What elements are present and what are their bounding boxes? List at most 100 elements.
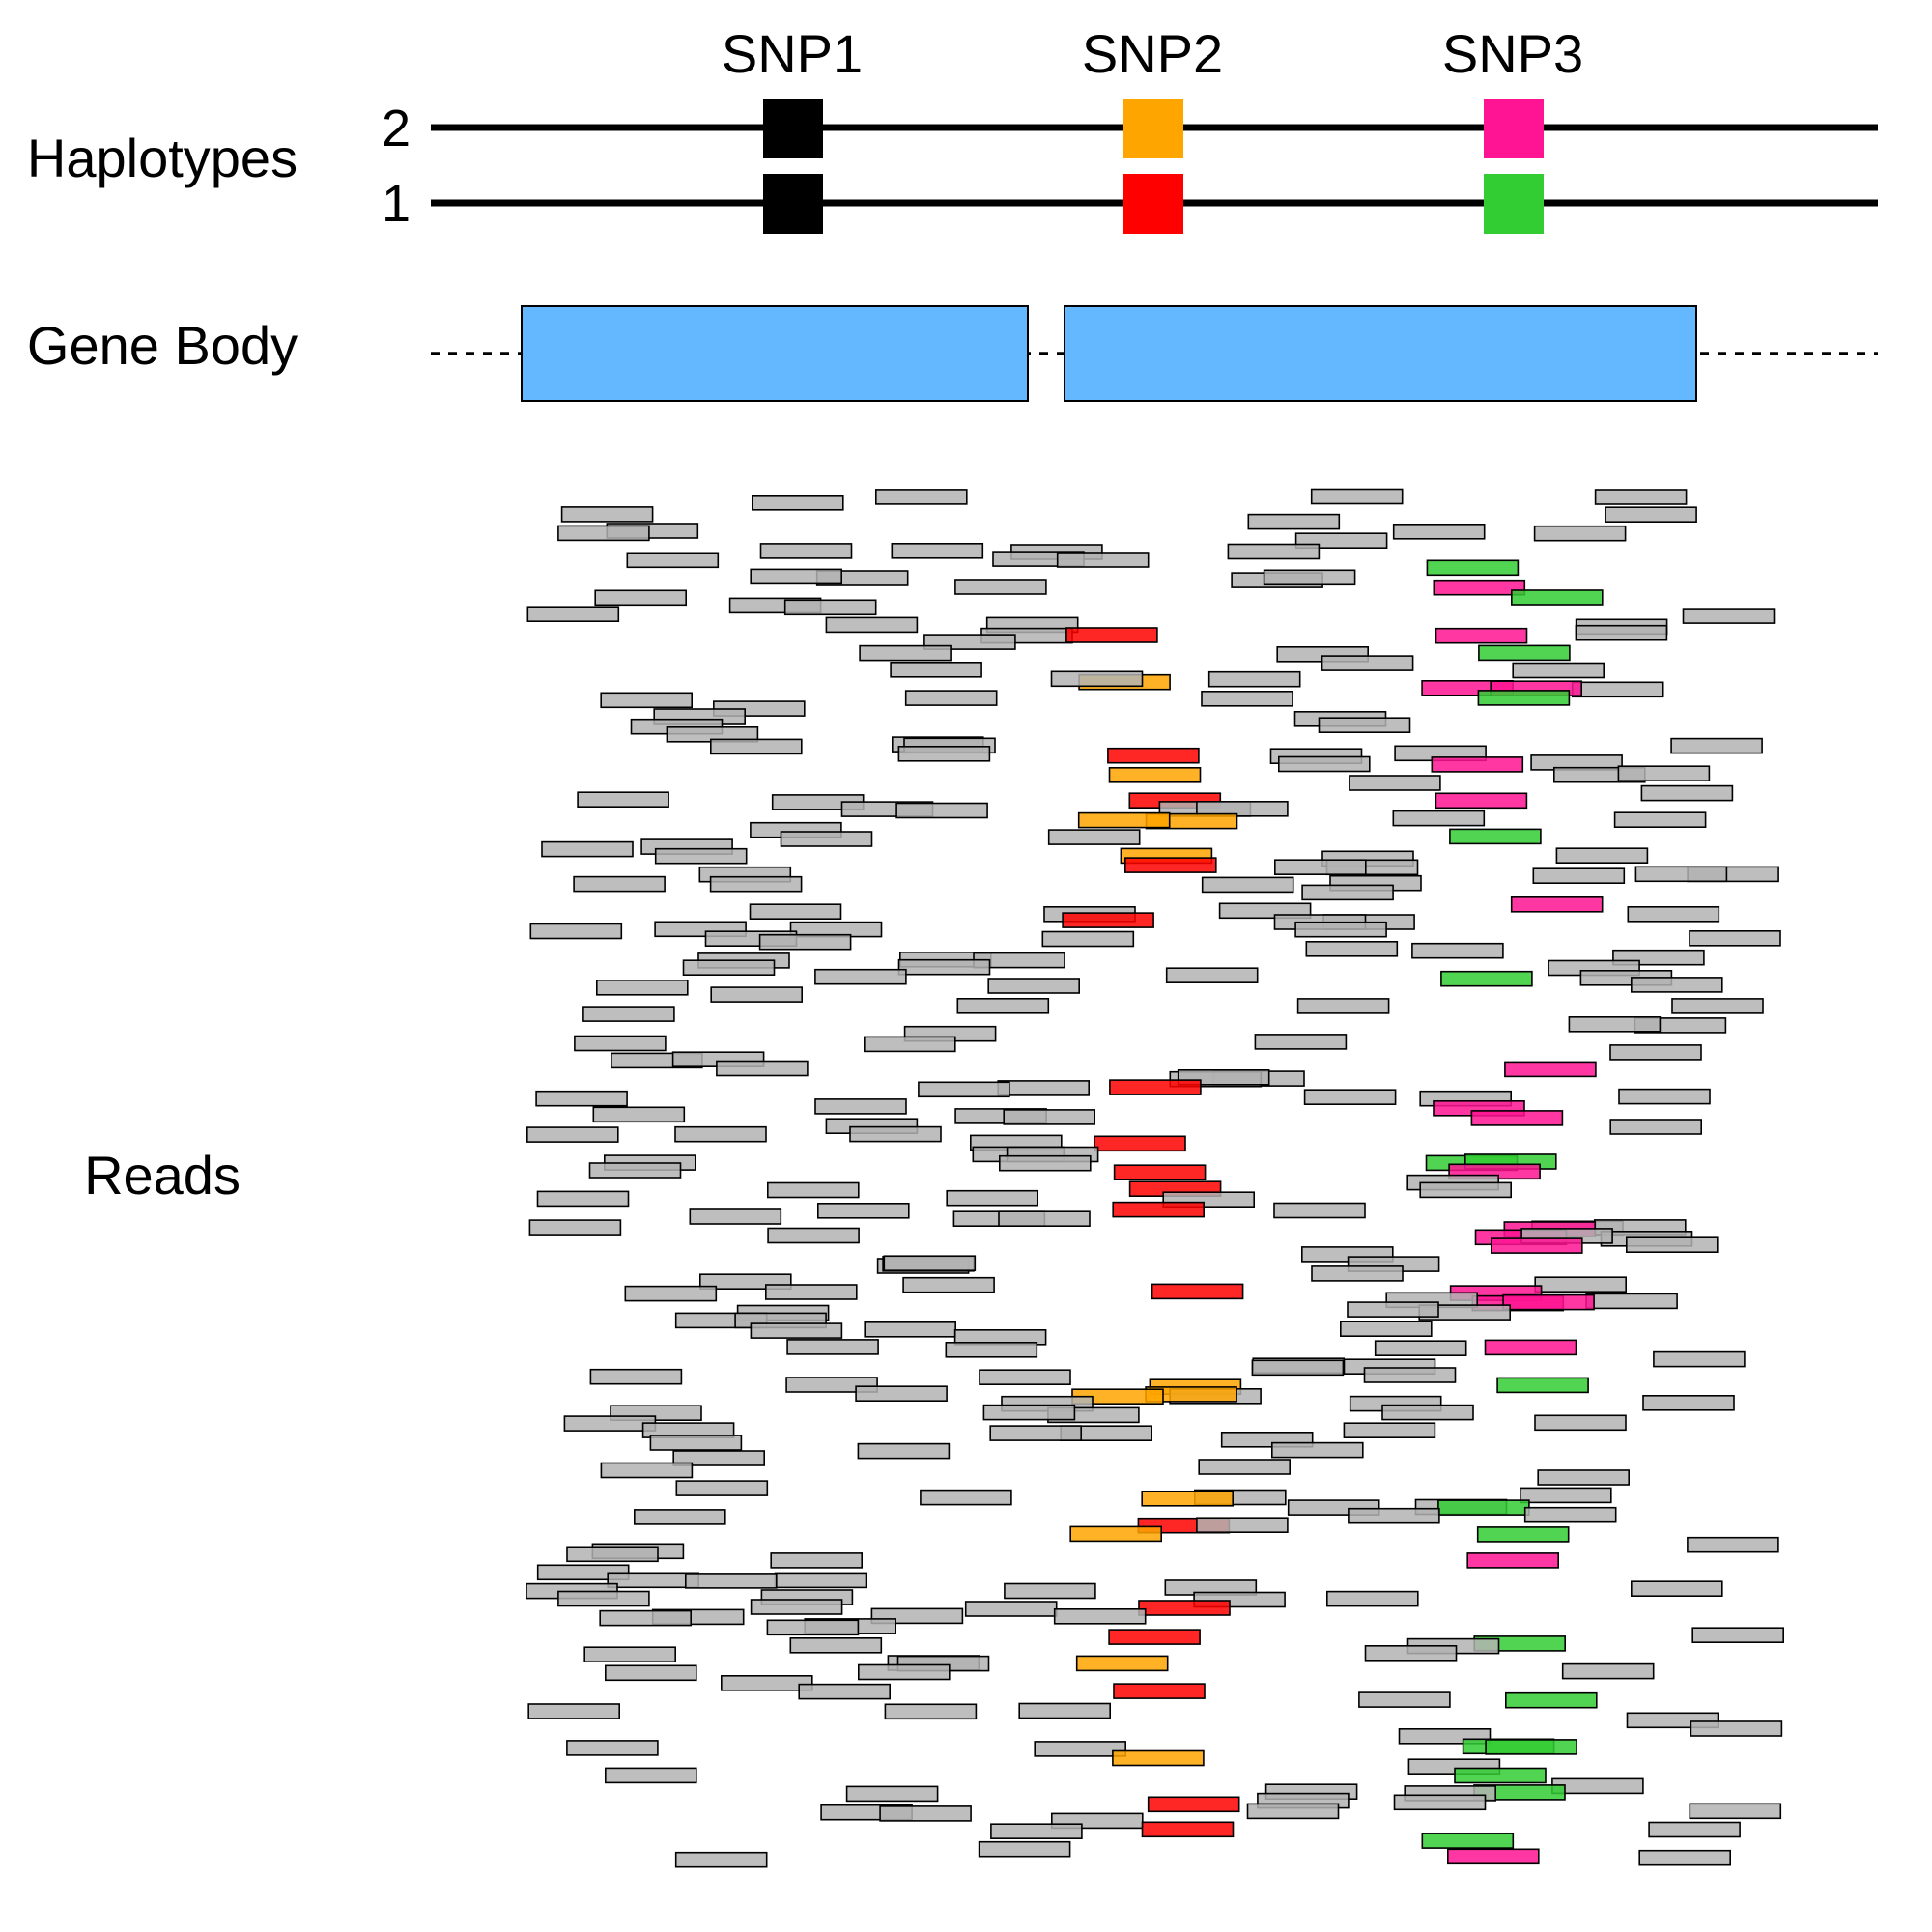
read bbox=[1201, 690, 1293, 707]
snp2-label: SNP2 bbox=[1082, 23, 1223, 84]
read bbox=[1271, 1441, 1364, 1459]
read bbox=[1112, 1201, 1205, 1218]
read bbox=[1511, 589, 1604, 606]
read bbox=[999, 1154, 1092, 1172]
read bbox=[654, 847, 748, 865]
read bbox=[674, 1125, 767, 1143]
read bbox=[1196, 1517, 1289, 1533]
read bbox=[783, 599, 877, 616]
read bbox=[766, 1619, 860, 1636]
read bbox=[1478, 644, 1571, 662]
read bbox=[1294, 921, 1387, 938]
read bbox=[945, 1342, 1038, 1358]
read bbox=[998, 1210, 1091, 1227]
read bbox=[751, 494, 844, 511]
snp3-hap1-allele bbox=[1484, 174, 1544, 234]
read bbox=[1504, 1061, 1597, 1078]
read bbox=[599, 1609, 693, 1627]
read bbox=[1147, 1796, 1240, 1813]
read bbox=[1435, 627, 1528, 644]
read bbox=[1575, 624, 1668, 641]
snp1-hap2-allele bbox=[763, 99, 823, 158]
read bbox=[798, 1683, 892, 1700]
snp3-label: SNP3 bbox=[1442, 23, 1583, 84]
read bbox=[1634, 866, 1728, 883]
read bbox=[1648, 1821, 1741, 1838]
read bbox=[863, 1036, 956, 1053]
read bbox=[1532, 867, 1626, 885]
read bbox=[1056, 552, 1150, 568]
read bbox=[780, 831, 873, 847]
read bbox=[1631, 977, 1723, 993]
read bbox=[997, 1080, 1090, 1096]
read bbox=[1411, 942, 1504, 959]
read bbox=[1440, 970, 1533, 987]
read bbox=[595, 979, 689, 996]
read bbox=[600, 1462, 694, 1479]
read bbox=[1485, 1739, 1577, 1755]
read bbox=[1075, 1655, 1169, 1672]
read bbox=[750, 1322, 843, 1339]
read bbox=[633, 1509, 726, 1525]
read bbox=[1670, 737, 1763, 754]
read bbox=[1208, 670, 1301, 688]
read bbox=[710, 986, 804, 1003]
read bbox=[1094, 1135, 1186, 1152]
read bbox=[582, 1006, 675, 1022]
read bbox=[1263, 569, 1356, 586]
read bbox=[1392, 810, 1486, 827]
read bbox=[1520, 1487, 1612, 1504]
read bbox=[720, 1675, 813, 1691]
read bbox=[849, 1125, 942, 1143]
read bbox=[982, 1404, 1076, 1421]
read bbox=[709, 738, 803, 755]
read bbox=[1534, 1276, 1627, 1293]
haplotypes-label: Haplotypes bbox=[27, 128, 298, 188]
read bbox=[1609, 1044, 1702, 1061]
read bbox=[1321, 655, 1414, 671]
read bbox=[956, 998, 1050, 1014]
read bbox=[904, 690, 998, 706]
read bbox=[1640, 784, 1734, 802]
read bbox=[1247, 513, 1341, 530]
snp1-label: SNP1 bbox=[722, 23, 863, 84]
read bbox=[716, 1060, 809, 1077]
read bbox=[1691, 1627, 1784, 1643]
read bbox=[814, 968, 907, 985]
read bbox=[574, 1035, 667, 1052]
read bbox=[573, 875, 666, 893]
read bbox=[1512, 662, 1605, 679]
read bbox=[674, 1851, 768, 1868]
read bbox=[758, 933, 852, 951]
read bbox=[786, 1339, 879, 1355]
read bbox=[1374, 1340, 1467, 1356]
reads-track bbox=[526, 488, 1784, 1868]
snp2-hap2-allele bbox=[1123, 99, 1183, 158]
read bbox=[1393, 1794, 1487, 1811]
read bbox=[1477, 690, 1571, 706]
read bbox=[1301, 884, 1394, 901]
read bbox=[895, 802, 988, 819]
read bbox=[1555, 847, 1649, 865]
read bbox=[592, 1106, 686, 1123]
read bbox=[785, 1377, 878, 1393]
read bbox=[626, 552, 720, 569]
read bbox=[1551, 1777, 1644, 1795]
snp3-hap2-allele bbox=[1484, 99, 1544, 158]
read bbox=[1609, 1119, 1702, 1135]
read bbox=[1138, 1600, 1231, 1616]
read bbox=[766, 1181, 860, 1199]
read bbox=[1484, 1339, 1577, 1356]
read bbox=[979, 1369, 1071, 1385]
read bbox=[1364, 1645, 1458, 1662]
read bbox=[864, 1321, 957, 1338]
read bbox=[1431, 756, 1524, 773]
read bbox=[1069, 1525, 1162, 1543]
read bbox=[1034, 1741, 1126, 1757]
read bbox=[1381, 1404, 1474, 1421]
read bbox=[672, 1450, 766, 1466]
read bbox=[1505, 1691, 1598, 1709]
read bbox=[1537, 1469, 1630, 1486]
read bbox=[1303, 1089, 1397, 1105]
read bbox=[891, 542, 984, 559]
